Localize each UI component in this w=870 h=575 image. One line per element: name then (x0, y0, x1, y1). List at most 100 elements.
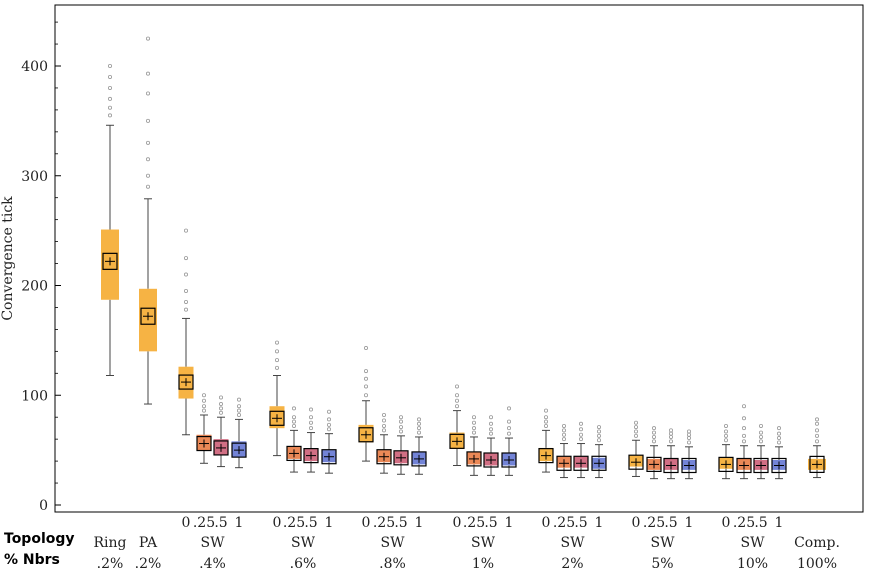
outlier-point (398, 429, 403, 434)
outlier-point (454, 393, 459, 398)
outlier-point (669, 431, 674, 436)
outlier-point (471, 415, 476, 420)
outlier-point (634, 433, 639, 438)
outlier-point (108, 74, 113, 79)
outlier-point (145, 173, 150, 178)
outlier-point (145, 184, 150, 189)
rewiring-label: .5 (754, 515, 767, 531)
outlier-point (777, 436, 782, 441)
outlier-point (742, 404, 747, 409)
outlier-point (652, 426, 657, 431)
outlier-point (669, 439, 674, 444)
rewiring-label: 0 (182, 515, 191, 531)
outlier-point (544, 423, 549, 428)
median-notch (196, 435, 212, 452)
nbrs-label: 1% (472, 556, 494, 572)
outlier-point (145, 140, 150, 145)
median-notch (771, 457, 787, 474)
rewiring-label: .25 (193, 515, 215, 531)
outlier-point (308, 426, 313, 431)
outlier-point (183, 288, 188, 293)
outlier-point (145, 71, 150, 76)
outlier-point (488, 431, 493, 436)
outlier-point (398, 419, 403, 424)
outlier-point (506, 406, 511, 411)
outlier-point (183, 299, 188, 304)
outlier-point (274, 365, 279, 370)
outlier-point (381, 423, 386, 428)
outlier-point (381, 418, 386, 423)
outlier-point (308, 407, 313, 412)
outlier-point (759, 434, 764, 439)
y-tick-label: 300 (21, 169, 48, 185)
outlier-point (471, 426, 476, 431)
median-notch (718, 456, 734, 472)
outlier-point (634, 425, 639, 430)
outlier-point (815, 421, 820, 426)
rewiring-label: 0 (362, 515, 371, 531)
topology-label: SW (291, 535, 316, 551)
outlier-point (777, 426, 782, 431)
outlier-point (562, 423, 567, 428)
median-notch (556, 455, 572, 471)
rewiring-label: 0 (632, 515, 641, 531)
outlier-point (759, 423, 764, 428)
nbrs-label: .2% (135, 556, 162, 572)
median-notch (591, 455, 607, 471)
outlier-point (634, 429, 639, 434)
median-notch (663, 457, 679, 474)
outlier-point (363, 346, 368, 351)
outlier-point (506, 431, 511, 436)
median-notch (501, 452, 517, 468)
median-notch (411, 451, 427, 467)
outlier-point (579, 432, 584, 437)
y-tick-label: 0 (39, 498, 48, 514)
rewiring-label: .5 (664, 515, 677, 531)
median-notch (213, 440, 229, 456)
rewiring-label: 1 (775, 515, 784, 531)
outlier-point (687, 440, 692, 445)
outlier-point (687, 429, 692, 434)
median-notch (393, 450, 409, 466)
outlier-point (291, 419, 296, 424)
outlier-point (724, 438, 729, 443)
outlier-point (183, 256, 188, 261)
outlier-point (454, 404, 459, 409)
outlier-point (562, 428, 567, 433)
median-notch (573, 455, 589, 471)
median-notch (646, 456, 662, 472)
outlier-point (274, 349, 279, 354)
median-notch (269, 410, 285, 426)
median-notch (809, 455, 825, 473)
nbrs-label: .6% (290, 556, 317, 572)
outlier-point (398, 415, 403, 420)
outlier-point (597, 425, 602, 430)
outlier-point (544, 408, 549, 413)
outlier-point (236, 397, 241, 402)
outlier-point (724, 433, 729, 438)
median-notch (231, 442, 247, 458)
rewiring-label: 1 (595, 515, 604, 531)
outlier-point (398, 425, 403, 430)
median-notch (736, 457, 752, 474)
median-notch (376, 449, 392, 465)
outlier-point (742, 439, 747, 444)
outlier-point (108, 105, 113, 110)
outlier-point (488, 421, 493, 426)
rewiring-label: .5 (214, 515, 227, 531)
topology-label: SW (561, 535, 586, 551)
outlier-point (326, 417, 331, 422)
outlier-point (815, 417, 820, 422)
outlier-point (201, 408, 206, 413)
outlier-point (416, 417, 421, 422)
outlier-point (742, 416, 747, 421)
outlier-point (145, 36, 150, 41)
rewiring-label: 1 (415, 515, 424, 531)
outlier-point (218, 395, 223, 400)
outlier-point (381, 413, 386, 418)
outlier-point (108, 113, 113, 118)
outlier-point (669, 428, 674, 433)
outlier-point (416, 421, 421, 426)
outlier-point (363, 376, 368, 381)
